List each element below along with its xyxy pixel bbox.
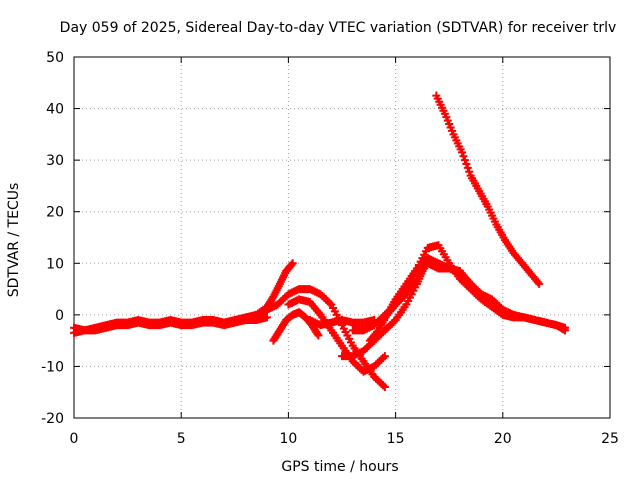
- data-point: [262, 313, 271, 322]
- data-point: [465, 167, 474, 176]
- data-point: [560, 326, 569, 335]
- series-trace-5: [269, 308, 323, 345]
- data-point: [535, 279, 544, 288]
- series-trace-2: [70, 313, 271, 337]
- data-point: [287, 260, 296, 269]
- x-tick-label: 10: [279, 431, 297, 447]
- axis-ticks: 0 5 10 15 20 25 -20 -10 0 10 20 30 40 50: [41, 50, 619, 447]
- y-tick-label: -10: [41, 359, 64, 375]
- data-point: [463, 163, 472, 172]
- y-axis-title: SDTVAR / TECUs: [6, 183, 22, 298]
- series-trace-6: [284, 295, 389, 376]
- y-tick-label: 10: [46, 256, 64, 272]
- y-tick-label: 30: [46, 153, 64, 169]
- y-tick-label: 40: [46, 102, 64, 118]
- series-trace-12: [432, 91, 544, 288]
- x-tick-label: 25: [601, 431, 619, 447]
- data-series: [70, 91, 569, 392]
- data-point: [462, 160, 471, 169]
- x-tick-label: 5: [177, 431, 186, 447]
- series-trace-11: [374, 259, 507, 330]
- x-axis-title: GPS time / hours: [281, 459, 398, 475]
- data-point: [498, 305, 507, 314]
- plot-frame: [73, 56, 611, 419]
- y-tick-label: 20: [46, 205, 64, 221]
- data-point: [460, 156, 469, 165]
- data-point: [380, 383, 389, 392]
- data-point: [314, 331, 323, 340]
- data-point: [458, 148, 467, 157]
- chart-title: Day 059 of 2025, Sidereal Day-to-day VTE…: [60, 20, 617, 36]
- series-trace-4: [241, 285, 389, 392]
- data-point: [288, 259, 297, 268]
- series-trace-10: [365, 254, 569, 345]
- x-tick-label: 20: [494, 431, 512, 447]
- y-tick-label: -20: [41, 411, 64, 427]
- y-tick-label: 50: [46, 50, 64, 66]
- grid: [74, 57, 610, 418]
- x-tick-label: 0: [70, 431, 79, 447]
- x-tick-label: 15: [387, 431, 405, 447]
- y-tick-label: 0: [55, 308, 64, 324]
- series-trace-7: [305, 316, 379, 330]
- data-point: [380, 352, 389, 361]
- data-point: [459, 152, 468, 161]
